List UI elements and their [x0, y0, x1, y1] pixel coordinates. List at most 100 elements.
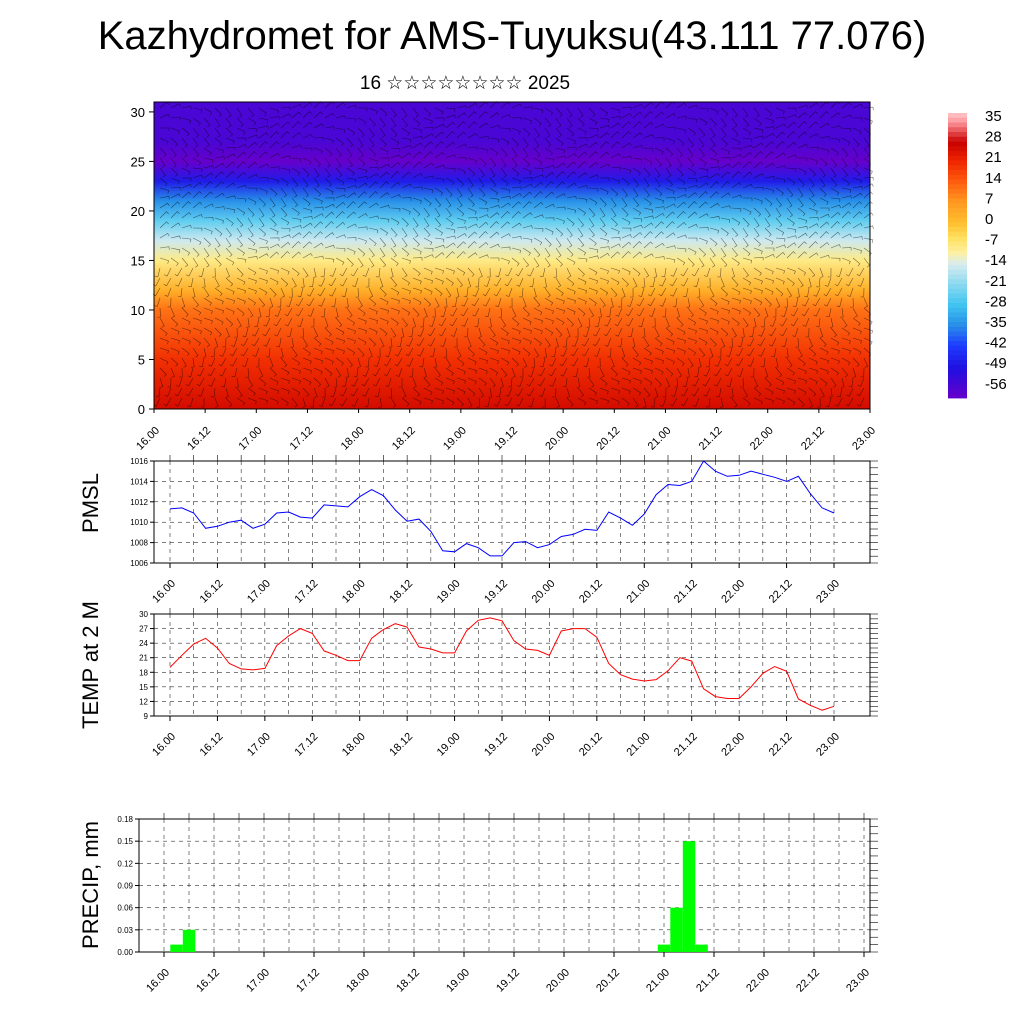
- wind-barb: [434, 152, 445, 159]
- wind-barb: [357, 137, 364, 148]
- wind-barb: [659, 277, 667, 287]
- wind-barb: [692, 377, 700, 387]
- wind-barb: [257, 307, 262, 318]
- wind-barb: [185, 377, 194, 387]
- wind-barb: [731, 267, 735, 278]
- wind-barb: [841, 233, 852, 239]
- wind-barb: [819, 387, 825, 398]
- wind-barb: [830, 357, 840, 365]
- wind-barb: [566, 195, 577, 200]
- wind-barb: [335, 337, 345, 344]
- wind-barb: [500, 211, 510, 219]
- wind-barb: [324, 244, 335, 249]
- wind-barb: [390, 317, 399, 326]
- panel-x-tick-label: 20.12: [594, 967, 622, 995]
- wind-barb: [555, 107, 563, 117]
- wind-barb: [548, 367, 557, 377]
- wind-barb: [225, 207, 236, 214]
- wind-barb: [412, 277, 422, 285]
- panel-x-tick-label: 22.00: [719, 578, 747, 606]
- wind-barb: [335, 137, 344, 147]
- wind-barb: [863, 167, 873, 175]
- wind-barb: [231, 337, 238, 347]
- wind-barb: [603, 327, 612, 337]
- wind-barb: [313, 101, 323, 109]
- wind-barb: [302, 215, 313, 220]
- wind-barb: [192, 257, 199, 268]
- wind-barb: [709, 307, 719, 315]
- wind-barb: [251, 337, 260, 347]
- wind-barb: [504, 277, 513, 287]
- wind-barb: [621, 167, 632, 174]
- colorbar-label: 7: [985, 190, 993, 207]
- wind-barb: [549, 377, 557, 387]
- wind-barb: [225, 387, 229, 398]
- wind-barb: [302, 121, 313, 129]
- wind-barb: [284, 307, 293, 317]
- colorbar-segment: [948, 312, 967, 318]
- wind-barb: [181, 357, 187, 368]
- wind-barb: [406, 337, 414, 347]
- wind-barb: [489, 147, 499, 156]
- wind-barb: [533, 191, 543, 199]
- wind-barb: [478, 231, 488, 239]
- wind-barb: [665, 357, 675, 365]
- wind-barb: [346, 257, 354, 267]
- wind-barb: [474, 317, 480, 328]
- wind-barb: [460, 307, 469, 317]
- panel-x-tick-label: 19.00: [444, 967, 472, 995]
- wind-barb: [802, 317, 810, 327]
- wind-barb: [610, 227, 620, 235]
- wind-barb: [615, 307, 623, 317]
- wind-barb: [724, 367, 733, 377]
- wind-barb: [676, 102, 687, 109]
- wind-barb: [823, 287, 832, 297]
- wind-barb: [621, 241, 632, 249]
- wind-barb: [368, 117, 376, 127]
- wind-barb: [599, 177, 610, 181]
- wind-barb: [649, 277, 656, 288]
- wind-barb: [511, 137, 519, 147]
- wind-barb: [192, 174, 203, 179]
- wind-barb: [280, 155, 291, 159]
- wind-barb: [621, 267, 631, 275]
- wind-barb: [500, 246, 511, 251]
- wind-barb: [511, 167, 520, 177]
- wind-barb: [445, 167, 456, 172]
- colorbar-segment: [948, 250, 967, 256]
- panel-x-tick-label: 16.12: [194, 967, 222, 995]
- wind-barb: [830, 137, 841, 143]
- wind-barb: [742, 171, 753, 179]
- colorbar-segment: [948, 317, 967, 323]
- wind-barb: [291, 241, 301, 249]
- wind-barb: [434, 131, 445, 139]
- wind-barb: [179, 367, 183, 378]
- wind-barb: [295, 297, 304, 307]
- wind-barb: [214, 192, 225, 199]
- wind-barb: [698, 257, 705, 268]
- wind-barb: [335, 367, 342, 378]
- wind-barb: [659, 297, 667, 307]
- wind-barb: [775, 107, 785, 115]
- wind-barb: [775, 207, 782, 218]
- wind-barb: [654, 111, 665, 119]
- wind-barb: [599, 151, 610, 159]
- wind-barb: [291, 177, 299, 188]
- wind-barb: [621, 121, 631, 129]
- wind-barb: [412, 297, 422, 306]
- wind-barb: [643, 231, 653, 239]
- wind-barb: [835, 397, 843, 407]
- wind-barb: [566, 397, 574, 407]
- wind-barb: [775, 367, 783, 378]
- colorbar-segment: [948, 269, 967, 275]
- wind-barb: [599, 252, 610, 259]
- wind-barb: [258, 387, 268, 395]
- wind-barb: [198, 267, 205, 278]
- wind-barb: [258, 377, 267, 387]
- wind-barb: [247, 134, 258, 139]
- wind-barb: [434, 207, 441, 218]
- panel-y-tick-label: 18: [139, 668, 148, 677]
- wind-barb: [379, 337, 385, 348]
- wind-barb: [346, 347, 356, 356]
- wind-barb: [214, 337, 219, 348]
